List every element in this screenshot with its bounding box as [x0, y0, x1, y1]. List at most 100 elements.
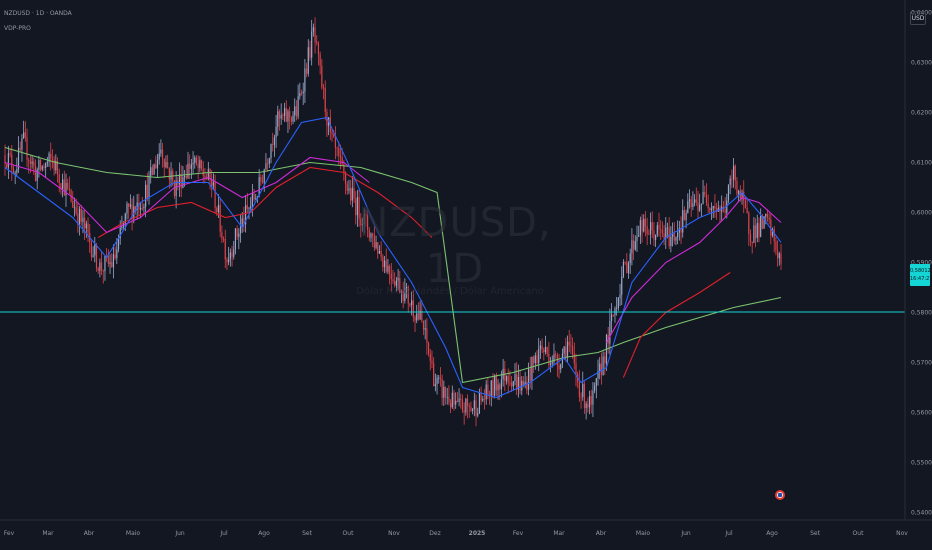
candle-body [572, 346, 574, 355]
candle-body [697, 202, 699, 211]
candle-body [36, 169, 38, 181]
candle-body [72, 201, 74, 208]
candle-body [192, 162, 194, 165]
indicator-name[interactable]: VDP-PRO [4, 25, 31, 32]
candle-body [494, 376, 496, 396]
candle-body [744, 200, 747, 208]
candle-body [699, 204, 701, 211]
candle-body [727, 184, 730, 201]
candle-body [207, 169, 209, 180]
candle-body [360, 218, 362, 226]
candle-body [619, 294, 621, 298]
candle-body [107, 256, 109, 264]
candle-body [771, 229, 774, 236]
candle-body [34, 165, 37, 181]
candle-body [516, 374, 518, 390]
y-tick-label: 0,54000 [911, 510, 932, 517]
x-tick-label: Mar [553, 530, 565, 537]
candle-body [651, 222, 653, 231]
candle-body [583, 383, 586, 409]
candle-body [671, 233, 674, 237]
candle-body [629, 253, 631, 264]
candle-body [229, 252, 231, 260]
candle-body [141, 207, 143, 209]
candle-body [558, 365, 560, 370]
candle-body [563, 346, 565, 354]
candle-body [768, 217, 770, 220]
candle-body [50, 153, 52, 159]
candle-body [31, 161, 33, 164]
candle-body [675, 237, 677, 241]
candle-body [46, 161, 48, 164]
candle-body [273, 137, 275, 145]
candle-body [43, 166, 45, 168]
candle-body [743, 191, 745, 201]
candle-body [695, 199, 697, 203]
candle-body [309, 47, 311, 58]
candle-body [504, 368, 506, 381]
symbol-title[interactable]: NZDUSD · 1D · OANDA [4, 10, 72, 17]
candle-body [87, 223, 89, 233]
x-tick-label: Abr [596, 530, 607, 537]
candle-body [441, 378, 443, 398]
x-tick-label: Mar [42, 530, 54, 537]
candle-body [4, 155, 6, 165]
candle-body [65, 182, 67, 196]
candle-body [77, 213, 79, 225]
candle-body [319, 54, 321, 66]
candle-body [119, 227, 121, 239]
candle-body [117, 238, 120, 250]
candle-body [431, 360, 433, 364]
candle-body [553, 354, 555, 363]
candle-body [314, 27, 316, 43]
candle-body [538, 348, 540, 364]
candle-body [48, 153, 50, 162]
candle-body [754, 225, 757, 239]
candle-body [277, 111, 279, 127]
candle-body [627, 263, 630, 274]
candle-body [490, 380, 492, 397]
candle-body [468, 405, 470, 407]
candle-body [265, 163, 267, 170]
candle-body [466, 398, 469, 406]
candle-body [84, 217, 86, 229]
candle-body [195, 157, 198, 164]
candle-body [185, 176, 187, 179]
candle-body [12, 168, 15, 174]
candle-body [438, 377, 440, 379]
candle-body [382, 256, 384, 268]
candle-body [580, 396, 582, 398]
candle-body [524, 381, 526, 386]
candle-body [688, 199, 691, 202]
candle-body [712, 205, 714, 209]
candle-body [78, 208, 81, 225]
candle-body [600, 363, 602, 376]
candle-body [322, 87, 325, 89]
candle-body [585, 403, 587, 409]
candle-body [307, 47, 309, 74]
candle-body [280, 115, 282, 119]
candle-body [392, 279, 394, 282]
candle-body [446, 396, 448, 398]
candle-body [106, 256, 108, 257]
candle-body [517, 376, 519, 390]
currency-button[interactable]: USD [910, 11, 926, 25]
candle-body [636, 236, 638, 242]
candle-body [534, 355, 536, 364]
candle-body [56, 160, 59, 175]
candle-body [497, 384, 499, 391]
economic-event-icon[interactable] [775, 490, 785, 500]
candle-body [397, 277, 399, 281]
candle-body [473, 400, 475, 409]
candle-body [243, 218, 245, 225]
candle-body [453, 392, 455, 405]
candle-body [736, 180, 738, 195]
candle-body [573, 354, 575, 364]
candle-body [55, 160, 57, 171]
candle-body [777, 250, 779, 259]
